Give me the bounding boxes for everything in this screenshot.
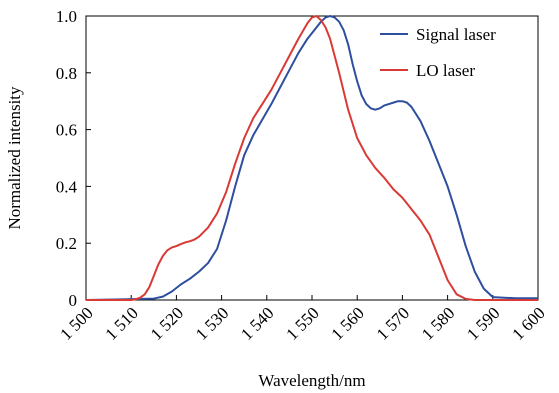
y-tick-label: 1.0 bbox=[56, 7, 77, 26]
x-tick-label: 1 580 bbox=[418, 303, 458, 343]
legend-label: LO laser bbox=[416, 61, 475, 80]
x-axis-title: Wavelength/nm bbox=[258, 371, 365, 390]
series-line-signal-laser bbox=[85, 15, 538, 301]
x-tick-label: 1 510 bbox=[102, 303, 142, 343]
x-tick-label: 1 600 bbox=[508, 303, 548, 343]
x-tick-label: 1 570 bbox=[373, 303, 413, 343]
x-tick-label: 1 590 bbox=[463, 303, 503, 343]
axes: 0 0.2 0.4 0.6 0.8 1.0 1 500 1 510 1 520 1 530 1 54… bbox=[56, 7, 549, 344]
y-tick-label: 0.6 bbox=[56, 121, 77, 140]
series-line-lo-laser bbox=[86, 15, 538, 301]
x-tick-label: 1 530 bbox=[192, 303, 232, 343]
x-tick-label: 1 540 bbox=[237, 303, 277, 343]
x-tick-label: 1 520 bbox=[147, 303, 187, 343]
x-tick-label: 1 550 bbox=[282, 303, 322, 343]
x-tick-label: 1 560 bbox=[328, 303, 368, 343]
y-tick-label: 0.4 bbox=[56, 177, 78, 196]
y-tick-label: 0 bbox=[69, 291, 78, 310]
legend: Signal laser LO laser bbox=[380, 25, 496, 80]
series-layer bbox=[85, 15, 538, 301]
y-tick-label: 0.2 bbox=[56, 234, 77, 253]
x-tick-label: 1 500 bbox=[56, 303, 96, 343]
y-axis-title: Normalized intensity bbox=[5, 86, 24, 230]
legend-label: Signal laser bbox=[416, 25, 496, 44]
y-tick-label: 0.8 bbox=[56, 64, 77, 83]
